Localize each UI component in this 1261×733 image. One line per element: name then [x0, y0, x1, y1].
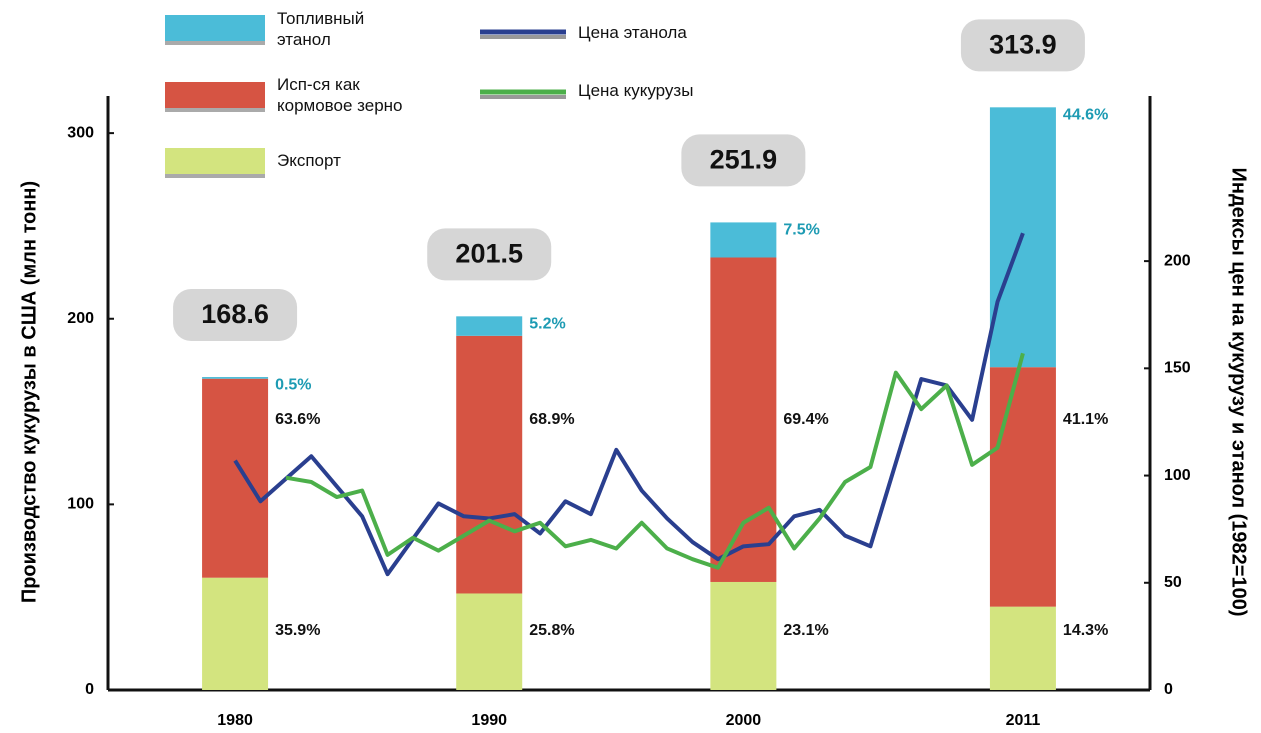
share-label: 44.6%	[1063, 107, 1108, 124]
price-line	[285, 352, 1025, 570]
legend-label: Экспорт	[277, 151, 341, 170]
x-tick-label: 2011	[1006, 712, 1041, 729]
y2-tick-label: 50	[1164, 574, 1182, 591]
share-label: 35.9%	[275, 622, 320, 639]
total-box	[173, 289, 298, 342]
legend-swatch	[165, 82, 265, 108]
total-box	[681, 134, 806, 187]
share-label: 23.1%	[783, 622, 828, 639]
share-label: 63.6%	[275, 411, 320, 428]
bar-segment	[456, 593, 523, 690]
bar-segment	[456, 316, 523, 336]
share-label: 69.4%	[783, 411, 828, 428]
y-tick-label: 0	[85, 681, 94, 698]
bar-segment	[202, 577, 269, 690]
share-label: 0.5%	[275, 376, 311, 393]
legend-swatch	[165, 15, 265, 41]
legend-label: Цена этанола	[578, 23, 687, 42]
total-box	[427, 228, 552, 281]
bar-segment	[710, 257, 777, 582]
y2-axis-title: Индексы цен на кукурузу и этанол (1982=1…	[1228, 167, 1250, 616]
y-tick-label: 300	[67, 124, 94, 141]
total-label: 313.9	[989, 29, 1057, 59]
legend-swatch	[165, 148, 265, 174]
y2-tick-label: 0	[1164, 681, 1173, 698]
bar-segment	[710, 222, 777, 258]
total-label: 201.5	[455, 238, 523, 268]
total-box	[960, 19, 1085, 72]
legend-swatch-shadow	[165, 108, 265, 112]
y-tick-label: 200	[67, 310, 94, 327]
y2-tick-label: 100	[1164, 467, 1191, 484]
total-label: 168.6	[201, 299, 269, 329]
legend-label: Исп-ся как кормовое зерно	[277, 75, 403, 115]
price-line	[233, 232, 1025, 577]
bar-segment	[202, 378, 269, 578]
bar-segment	[989, 367, 1056, 607]
y-tick-label: 100	[67, 496, 94, 513]
share-label: 14.3%	[1063, 622, 1108, 639]
x-tick-label: 2000	[726, 712, 762, 729]
share-label: 7.5%	[783, 222, 819, 239]
bar-segment	[202, 377, 269, 379]
legend-label: Топливный этанол	[277, 9, 365, 49]
y2-tick-label: 200	[1164, 252, 1191, 269]
x-tick-label: 1980	[217, 712, 253, 729]
bar-segment	[710, 581, 777, 690]
legend-swatch-shadow	[165, 174, 265, 178]
share-label: 68.9%	[529, 411, 574, 428]
legend-swatch-shadow	[165, 41, 265, 45]
legend-label: Цена кукурузы	[578, 81, 694, 100]
bar-segment	[456, 335, 523, 594]
y-axis-title: Производство кукурузы в США (млн тонн)	[18, 181, 40, 603]
bar-segment	[989, 606, 1056, 690]
x-tick-label: 1990	[471, 712, 507, 729]
share-label: 25.8%	[529, 622, 574, 639]
y2-tick-label: 150	[1164, 360, 1191, 377]
total-label: 251.9	[710, 145, 778, 175]
share-label: 5.2%	[529, 316, 565, 333]
share-label: 41.1%	[1063, 411, 1108, 428]
